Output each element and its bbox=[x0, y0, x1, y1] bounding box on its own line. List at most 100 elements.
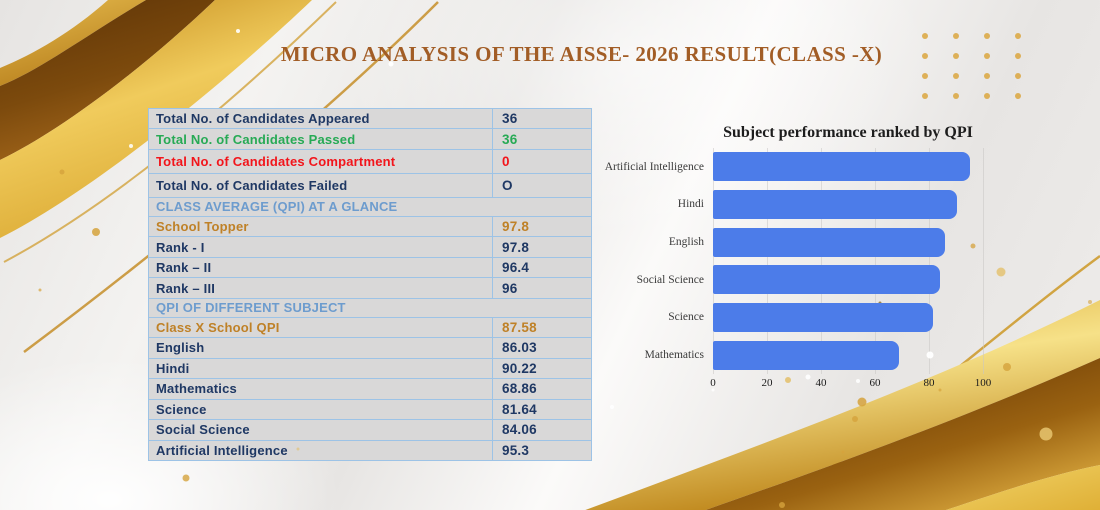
table-row: Total No. of Candidates Failed O bbox=[149, 172, 591, 197]
decor-dot bbox=[1015, 93, 1021, 99]
chart-bar-row: Social Science bbox=[637, 261, 983, 299]
row-value: 0 bbox=[492, 149, 591, 173]
table-row: Mathematics 68.86 bbox=[149, 378, 591, 399]
x-tick-label: 80 bbox=[923, 377, 935, 389]
chart-category-label: Science bbox=[668, 311, 704, 324]
table-row: Rank – III 96 bbox=[149, 277, 591, 298]
decor-dot bbox=[236, 29, 240, 33]
chart-bar bbox=[713, 152, 971, 182]
decor-dot bbox=[984, 73, 990, 79]
chart-bar-row: Mathematics bbox=[645, 336, 983, 374]
row-value: 96 bbox=[492, 278, 591, 298]
chart-category-label: Mathematics bbox=[644, 349, 704, 362]
gridline bbox=[875, 148, 876, 374]
x-tick-label: 0 bbox=[710, 377, 716, 389]
row-value: 97.8 bbox=[492, 216, 591, 237]
x-tick-label: 20 bbox=[761, 377, 773, 389]
row-label: English bbox=[156, 340, 205, 356]
gridline bbox=[713, 148, 714, 374]
row-label: Rank – III bbox=[156, 280, 216, 296]
decor-dot bbox=[129, 144, 133, 148]
row-value: 96.4 bbox=[492, 257, 591, 278]
decor-dot bbox=[779, 502, 785, 508]
row-label: Rank - I bbox=[156, 239, 205, 255]
decor-dot bbox=[1039, 427, 1053, 441]
decor-dot bbox=[953, 73, 959, 79]
table-row: Total No. of Candidates Appeared 36 bbox=[149, 109, 591, 129]
chart-category-label: Hindi bbox=[677, 198, 704, 211]
table-row: Total No. of Candidates Passed 36 bbox=[149, 128, 591, 149]
section-header-row: CLASS AVERAGE (QPI) AT A GLANCE bbox=[149, 196, 591, 216]
decor-dot bbox=[922, 53, 928, 59]
row-value: 81.64 bbox=[492, 399, 591, 420]
table-row: Hindi 90.22 bbox=[149, 357, 591, 379]
chart-bar bbox=[713, 189, 957, 219]
chart-bar bbox=[713, 227, 946, 257]
table-row: Class X School QPI 87.58 bbox=[149, 316, 591, 338]
decor-dot bbox=[610, 405, 614, 409]
chart-bar-row: English bbox=[669, 223, 983, 261]
page-title: MICRO ANALYSIS OF THE AISSE- 2026 RESULT… bbox=[280, 42, 883, 66]
x-tick-label: 100 bbox=[974, 377, 992, 389]
decor-dot bbox=[182, 474, 190, 482]
row-label: Total No. of Candidates Passed bbox=[156, 131, 356, 147]
decor-dot bbox=[922, 73, 928, 79]
decor-dot bbox=[953, 53, 959, 59]
gridline bbox=[983, 148, 984, 374]
chart-bar-row: Hindi bbox=[678, 186, 983, 224]
table-row: Rank - I 97.8 bbox=[149, 236, 591, 257]
decor-dot bbox=[841, 450, 845, 454]
gridline bbox=[767, 148, 768, 374]
row-label: Total No. of Candidates Appeared bbox=[156, 111, 370, 127]
row-label: Hindi bbox=[156, 360, 190, 376]
row-value: O bbox=[492, 173, 591, 197]
row-value: 86.03 bbox=[492, 338, 591, 358]
decor-dot bbox=[984, 33, 990, 39]
summary-table: Total No. of Candidates Appeared 36 Total … bbox=[148, 108, 592, 461]
chart-category-label: Artificial Intelligence bbox=[604, 160, 704, 173]
chart-bar bbox=[713, 340, 899, 370]
decor-dot bbox=[1015, 33, 1021, 39]
chart-bar-row: Science bbox=[668, 299, 983, 337]
row-value: 84.06 bbox=[492, 420, 591, 440]
chart-bar bbox=[713, 302, 934, 332]
decor-dot bbox=[953, 33, 959, 39]
table-row: Social Science 84.06 bbox=[149, 419, 591, 440]
decor-dot bbox=[922, 93, 928, 99]
qpi-bar-chart: Subject performance ranked by QPI Artifi… bbox=[605, 124, 1006, 393]
chart-bar-row: Artificial Intelligence bbox=[605, 148, 983, 186]
row-value: 87.58 bbox=[492, 317, 591, 338]
row-value: 90.22 bbox=[492, 358, 591, 379]
decor-dot bbox=[922, 33, 928, 39]
chart-bar bbox=[713, 265, 940, 295]
row-value: 36 bbox=[492, 129, 591, 149]
table-row: School Topper 97.8 bbox=[149, 215, 591, 237]
decor-dot bbox=[1015, 53, 1021, 59]
gridline bbox=[929, 148, 930, 374]
decor-dot bbox=[852, 416, 858, 422]
decor-dot bbox=[984, 93, 990, 99]
x-tick-label: 60 bbox=[869, 377, 881, 389]
x-axis: 0 20 40 60 80 100 bbox=[710, 377, 991, 393]
gridline bbox=[821, 148, 822, 374]
chart-category-label: English bbox=[668, 236, 704, 249]
row-label: Class X School QPI bbox=[156, 319, 280, 335]
row-label: Social Science bbox=[156, 422, 250, 438]
table-row: Total No. of Candidates Compartment 0 bbox=[149, 148, 591, 173]
row-value: 97.8 bbox=[492, 237, 591, 257]
row-value: 68.86 bbox=[492, 379, 591, 399]
decor-dot bbox=[1088, 300, 1092, 304]
row-label: Science bbox=[156, 401, 207, 417]
decor-dot bbox=[857, 397, 867, 407]
row-label: Rank – II bbox=[156, 260, 212, 276]
chart-title: Subject performance ranked by QPI bbox=[723, 124, 973, 141]
row-label: Total No. of Candidates Failed bbox=[156, 177, 348, 193]
section-header-label: QPI OF DIFFERENT SUBJECT bbox=[156, 300, 346, 316]
decor-dot bbox=[92, 228, 100, 236]
x-tick-label: 40 bbox=[815, 377, 827, 389]
row-value: 95.3 bbox=[492, 440, 591, 461]
chart-plot-area: Artificial Intelligence Hindi English Socia… bbox=[605, 148, 984, 374]
section-header-label: CLASS AVERAGE (QPI) AT A GLANCE bbox=[156, 199, 398, 215]
row-label: Total No. of Candidates Compartment bbox=[156, 153, 396, 169]
